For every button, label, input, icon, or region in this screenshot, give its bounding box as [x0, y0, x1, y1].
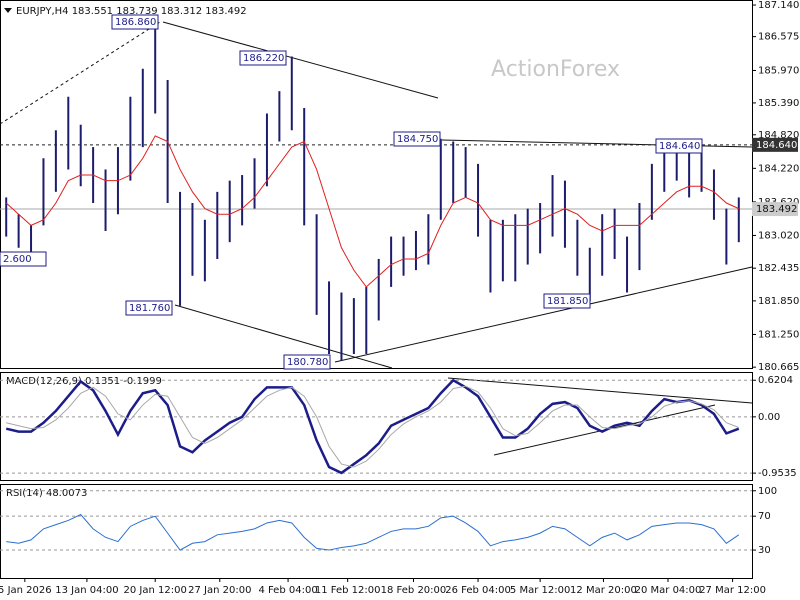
annotation: 180.780 — [287, 357, 328, 368]
rsi-title: RSI(14) 48.0073 — [6, 488, 87, 499]
y-tick-label: 0.6204 — [758, 375, 793, 386]
annotation-box — [655, 138, 703, 154]
y-tick-label: 182.435 — [758, 263, 799, 274]
annotation-box — [111, 14, 159, 30]
annotation-box — [0, 251, 47, 267]
y-tick-label: 181.850 — [758, 296, 799, 307]
y-tick-label: 186.575 — [758, 32, 799, 43]
annotation: 2.600 — [3, 254, 32, 265]
y-tick-label: 180.665 — [758, 362, 799, 373]
annotation: 181.760 — [129, 303, 170, 314]
indicator-line — [6, 385, 739, 468]
y-tick-label: 181.250 — [758, 329, 799, 340]
y-tick-label: -0.9535 — [758, 468, 797, 479]
price-level-box — [752, 202, 798, 217]
indicator-line — [5, 378, 740, 475]
annotation-box — [283, 354, 331, 370]
annotation-box — [393, 131, 441, 147]
x-tick-label: 26 Feb 04:00 — [445, 585, 511, 596]
trend-line — [334, 266, 753, 363]
trend-line — [162, 21, 439, 99]
annotation: 184.640 — [659, 141, 700, 152]
main-panel — [0, 0, 753, 369]
macd-title: MACD(12,26,9) 0.1351 -0.1999 — [6, 376, 162, 387]
x-tick-label: 20 Jan 12:00 — [124, 585, 187, 596]
x-tick-label: 18 Feb 20:00 — [381, 585, 447, 596]
annotation-box — [239, 50, 287, 66]
y-tick-label: 30 — [758, 545, 771, 556]
rsi-panel — [0, 484, 753, 579]
annotation: 186.860 — [115, 17, 156, 28]
y-tick-label: 0.00 — [758, 412, 780, 423]
x-tick-label: 27 Jan 20:00 — [188, 585, 251, 596]
price-level-box — [752, 137, 798, 152]
annotation-box — [125, 300, 173, 316]
x-tick-label: 5 Jan 2026 — [0, 585, 52, 596]
price-level-label: 184.640 — [756, 140, 797, 151]
annotation-box — [543, 293, 591, 309]
x-tick-label: 27 Mar 12:00 — [699, 585, 766, 596]
trend-line — [0, 21, 161, 125]
x-tick-label: 5 Mar 12:00 — [510, 585, 570, 596]
y-tick-label: 184.220 — [758, 163, 799, 174]
x-tick-label: 4 Feb 04:00 — [258, 585, 317, 596]
annotation: 186.220 — [243, 53, 284, 64]
y-tick-label: 70 — [758, 511, 771, 522]
y-tick-label: 184.820 — [758, 130, 799, 141]
y-tick-label: 187.140 — [758, 0, 799, 11]
x-tick-label: 11 Feb 12:00 — [315, 585, 381, 596]
x-tick-label: 20 Mar 04:00 — [635, 585, 702, 596]
watermark: ActionForex — [491, 57, 620, 82]
annotation: 184.750 — [397, 134, 438, 145]
annotation: 181.850 — [547, 296, 588, 307]
chart-title: EURJPY,H4 183.551 183.739 183.312 183.49… — [16, 6, 247, 17]
x-tick-label: 12 Mar 20:00 — [570, 585, 637, 596]
x-tick-label: 13 Jan 04:00 — [55, 585, 118, 596]
collapse-icon — [4, 8, 12, 13]
price-level-label: 183.492 — [756, 204, 797, 215]
y-tick-label: 185.970 — [758, 65, 799, 76]
macd-panel — [0, 372, 753, 481]
moving-average — [5, 135, 739, 288]
trend-line — [447, 377, 753, 404]
y-tick-label: 100 — [758, 486, 777, 497]
y-tick-label: 183.020 — [758, 230, 799, 241]
y-tick-label: 185.390 — [758, 98, 799, 109]
indicator-line — [6, 513, 740, 551]
